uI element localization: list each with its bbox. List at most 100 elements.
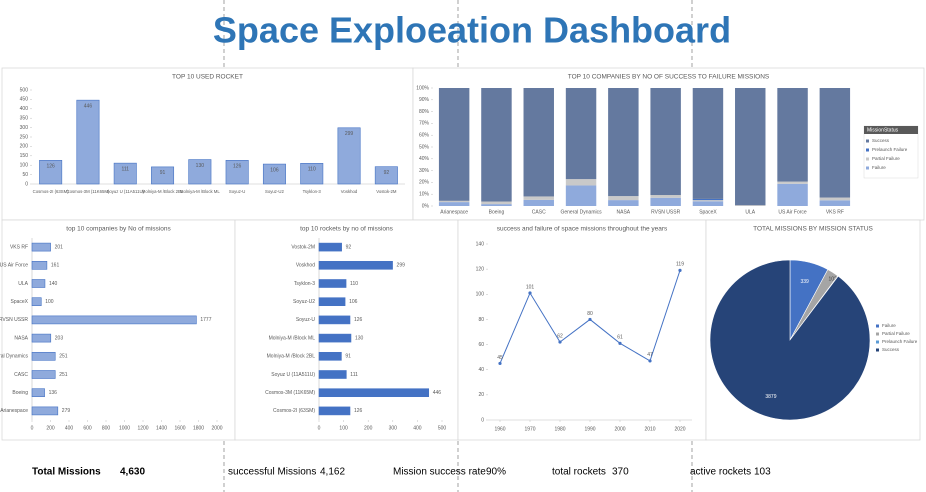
bar — [318, 333, 352, 343]
chart-title: success and failure of space missions th… — [497, 226, 668, 233]
data-label: 3879 — [765, 394, 776, 400]
kpi-value: 370 — [612, 467, 629, 478]
y-tick-label: 60 — [478, 342, 484, 348]
y-tick-label: 400 — [20, 106, 29, 112]
bar — [318, 315, 351, 325]
y-tick-label: 120 — [476, 266, 485, 272]
legend-swatch — [876, 324, 879, 328]
bar — [31, 406, 59, 416]
data-label: 119 — [676, 262, 684, 268]
bar-segment — [819, 88, 851, 198]
y-tick-label: Arianespace — [0, 408, 28, 414]
x-tick-label: Arianespace — [440, 209, 468, 215]
bar-segment — [438, 88, 470, 201]
data-label: 106 — [270, 167, 279, 173]
x-tick-label: Molniya-M /Block 2BL — [142, 189, 184, 194]
y-tick-label: 40 — [478, 367, 484, 373]
data-label: 251 — [59, 354, 68, 360]
y-tick-label: VKS RF — [10, 244, 28, 250]
x-tick-label: Vostok-2M — [376, 189, 397, 194]
y-tick-label: 350 — [20, 116, 29, 122]
legend-label: Partial Failure — [872, 156, 900, 161]
bar-segment — [692, 88, 724, 199]
bar-segment — [481, 88, 512, 202]
bar — [31, 351, 56, 361]
x-tick-label: Voskhod — [341, 189, 358, 194]
chart-title: TOP 10 COMPANIES BY NO OF SUCCESS TO FAI… — [568, 74, 770, 81]
bar-segment — [650, 195, 681, 198]
data-label: 446 — [84, 103, 93, 109]
bar-segment — [438, 202, 470, 206]
bar — [318, 370, 347, 379]
kpi-value: 4,162 — [320, 467, 345, 478]
x-tick-label: 1000 — [119, 425, 130, 431]
y-tick-label: General Dynamics — [0, 354, 28, 360]
bar — [31, 315, 197, 325]
x-tick-label: General Dynamics — [560, 209, 602, 215]
y-tick-label: 450 — [20, 97, 29, 103]
line-marker — [648, 359, 652, 363]
bar — [113, 162, 137, 185]
y-tick-label: 80 — [478, 317, 484, 323]
dashboard-title: Space Exploeation Dashboard — [213, 10, 731, 51]
bar — [31, 242, 51, 252]
panels: TOP 10 USED ROCKET0501001502002503003504… — [0, 67, 925, 441]
data-label: 136 — [49, 390, 58, 396]
x-tick-label: RVSN USSR — [651, 209, 680, 215]
x-tick-label: Tsyklon-3 — [303, 189, 322, 194]
bar — [318, 351, 342, 361]
line-marker — [678, 268, 682, 272]
data-label: 111 — [121, 166, 129, 172]
data-label: 61 — [617, 335, 623, 341]
x-tick-label: 1600 — [174, 425, 185, 431]
x-tick-label: 200 — [46, 425, 55, 431]
data-label: 126 — [354, 408, 363, 414]
y-tick-label: 60% — [419, 133, 430, 139]
legend-label: Failure — [872, 165, 886, 170]
bar — [262, 163, 286, 185]
y-tick-label: 100 — [20, 163, 29, 169]
legend-label: Success — [872, 138, 890, 143]
x-tick-label: 1400 — [156, 425, 167, 431]
kpi-value: 103 — [754, 467, 771, 478]
data-label: 1777 — [200, 317, 211, 323]
x-tick-label: 0 — [318, 425, 321, 431]
bar-segment — [692, 201, 724, 206]
legend-swatch — [876, 348, 879, 352]
bar — [337, 127, 361, 185]
y-tick-label: Molniya-M /Block ML — [269, 335, 316, 341]
line-marker — [618, 341, 622, 345]
bar — [31, 279, 46, 288]
data-label: 80 — [587, 311, 593, 317]
x-tick-label: 100 — [339, 425, 348, 431]
bar-segment — [608, 88, 639, 197]
bar-segment — [481, 204, 512, 206]
bar-segment — [565, 88, 597, 180]
data-label: 201 — [55, 244, 64, 250]
bar-segment — [735, 88, 766, 206]
x-tick-label: 1980 — [554, 426, 565, 432]
bar-segment — [438, 200, 470, 203]
bar — [31, 370, 56, 379]
data-label: 110 — [350, 281, 358, 287]
bar — [225, 160, 249, 185]
bar-segment — [523, 196, 554, 200]
bar — [318, 388, 430, 398]
x-tick-label: 800 — [102, 425, 111, 431]
x-tick-label: 1800 — [193, 425, 204, 431]
line-marker — [498, 361, 502, 366]
y-tick-label: 80% — [419, 109, 430, 115]
y-tick-label: 20% — [419, 180, 430, 186]
bar — [318, 406, 351, 416]
bar — [318, 242, 342, 252]
y-tick-label: 10% — [419, 192, 430, 198]
x-tick-label: VKS RF — [826, 209, 844, 215]
y-tick-label: 100 — [476, 292, 485, 298]
x-tick-label: Cosmos-3M (11K65M) — [66, 189, 109, 194]
bar-segment — [692, 200, 724, 202]
data-label: 101 — [526, 284, 535, 290]
chart-panel — [234, 219, 459, 441]
y-tick-label: Soyuz-U2 — [293, 299, 315, 305]
x-tick-label: 400 — [413, 425, 422, 431]
x-tick-label: Soyuz-U — [229, 189, 245, 194]
